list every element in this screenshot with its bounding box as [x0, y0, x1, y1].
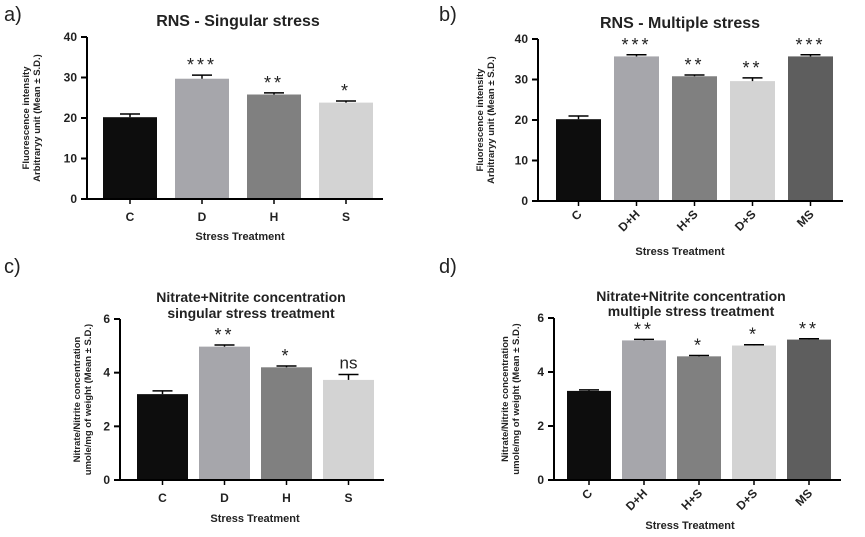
chart3-y-tick-label: 2 [103, 419, 110, 433]
chart3-y-tick-label: 0 [103, 473, 110, 487]
chart4-x-label: Stress Treatment [645, 520, 735, 532]
chart3-title-line-1: Nitrate+Nitrite concentration [156, 289, 345, 305]
chart2-y-tick-label: 30 [515, 73, 529, 87]
chart2-bar-MS [788, 56, 833, 201]
chart2-bar-HS [672, 76, 717, 201]
chart2-x-tick-label: C [569, 207, 585, 223]
chart3-bar-H [261, 367, 312, 480]
chart4-significance-label: ** [634, 319, 654, 339]
chart1-title: RNS - Singular stress [156, 13, 320, 30]
chart3-y-label-line-1: Nitrate/Nitrite concentration [72, 336, 83, 462]
chart2-y-tick-label: 40 [515, 32, 529, 46]
chart1-bar-S [319, 102, 373, 199]
panel-letter-c: c) [4, 256, 21, 278]
chart3-significance-label: ns [340, 354, 358, 373]
panel-letter-b: b) [439, 4, 457, 26]
chart1-x-tick-label: H [270, 210, 279, 224]
chart4-x-tick-label: MS [792, 486, 815, 509]
chart4-x-tick-label: H+S [678, 486, 705, 513]
chart2-x-label: Stress Treatment [635, 246, 725, 258]
chart2-y-tick-label: 10 [515, 154, 529, 168]
chart4-bar-DH [622, 340, 666, 480]
chart4-significance-label: * [694, 336, 704, 356]
chart2-significance-label: *** [621, 35, 651, 55]
chart2-x-tick-label: D+S [732, 207, 759, 234]
chart4-title-line-1: Nitrate+Nitrite concentration [596, 288, 785, 304]
chart2-significance-label: ** [742, 58, 762, 78]
chart2-x-tick-label: MS [794, 207, 817, 230]
chart3-y-tick-label: 6 [103, 312, 110, 326]
chart2-y-label-line-2: Arbitraryy unit (Mean ± S.D.) [486, 56, 497, 184]
chart2-y-label-line-1: Fluorescence intensity [475, 68, 486, 172]
chart4-y-tick-label: 2 [537, 419, 544, 433]
chart4-significance-label: * [749, 325, 759, 345]
chart4-y-label-line-2: umole/mg of weight (Mean ± S.D.) [511, 323, 522, 474]
chart4-significance-label: ** [799, 319, 819, 339]
chart1-bar-H [247, 94, 301, 199]
chart1-y-tick-label: 20 [64, 111, 78, 125]
chart4-y-label-line-1: Nitrate/Nitrite concentration [500, 336, 511, 462]
chart4-y-tick-label: 0 [537, 473, 544, 487]
chart3-title-line-2: singular stress treatment [167, 305, 335, 321]
chart3-x-label: Stress Treatment [210, 513, 300, 525]
chart1-bar-D [175, 78, 229, 199]
chart3-significance-label: * [281, 346, 291, 366]
panel-letter-d: d) [439, 256, 457, 278]
chart4-x-tick-label: D+S [733, 486, 760, 513]
chart3-bar-S [323, 379, 374, 480]
chart3-x-tick-label: H [282, 491, 291, 505]
chart2-bar-DS [730, 81, 775, 201]
chart2-x-tick-label: H+S [674, 207, 701, 234]
chart1-significance-label: *** [187, 55, 217, 75]
chart1-x-tick-label: C [126, 210, 135, 224]
chart2-significance-label: ** [684, 55, 704, 75]
chart4-bar-C [567, 390, 611, 480]
chart4-x-tick-label: D+H [623, 486, 650, 513]
chart4-title-line-2: multiple stress treatment [608, 303, 775, 319]
chart1-x-tick-label: S [342, 210, 350, 224]
chart1-y-tick-label: 30 [64, 71, 78, 85]
chart3-y-label-line-2: umole/mg of weight (Mean ± S.D.) [83, 324, 94, 475]
chart4-y-tick-label: 4 [537, 365, 544, 379]
chart2-x-tick-label: D+H [616, 207, 643, 234]
chart3-bar-D [199, 346, 250, 480]
chart3-x-tick-label: S [344, 491, 352, 505]
chart1-y-tick-label: 10 [64, 152, 78, 166]
chart1-y-tick-label: 0 [70, 192, 77, 206]
chart1-y-label-line-2: Arbitraryy unit (Mean ± S.D.) [32, 54, 43, 182]
chart4-x-tick-label: C [579, 486, 595, 502]
chart3-bar-C [137, 394, 188, 480]
chart3-x-tick-label: D [220, 491, 229, 505]
chart1-y-label-line-1: Fluorescence intensity [21, 66, 32, 170]
chart1-bar-C [103, 117, 157, 199]
chart1-y-tick-label: 40 [64, 30, 78, 44]
chart4-bar-MS [787, 339, 831, 480]
chart2-bar-DH [614, 56, 659, 201]
chart4-y-tick-label: 6 [537, 311, 544, 325]
chart4-bar-DS [732, 345, 776, 480]
chart3-y-tick-label: 4 [103, 366, 110, 380]
chart2-bar-C [556, 119, 601, 201]
chart1-significance-label: ** [264, 73, 284, 93]
chart1-significance-label: * [341, 81, 351, 101]
chart2-significance-label: *** [795, 35, 825, 55]
chart1-x-tick-label: D [198, 210, 207, 224]
chart4-bar-HS [677, 356, 721, 480]
chart2-y-tick-label: 20 [515, 113, 529, 127]
chart1-x-label: Stress Treatment [195, 231, 285, 243]
chart3-x-tick-label: C [158, 491, 167, 505]
chart3-significance-label: ** [214, 325, 234, 345]
panel-letter-a: a) [4, 4, 22, 26]
chart2-title: RNS - Multiple stress [600, 15, 760, 32]
chart2-y-tick-label: 0 [521, 194, 528, 208]
